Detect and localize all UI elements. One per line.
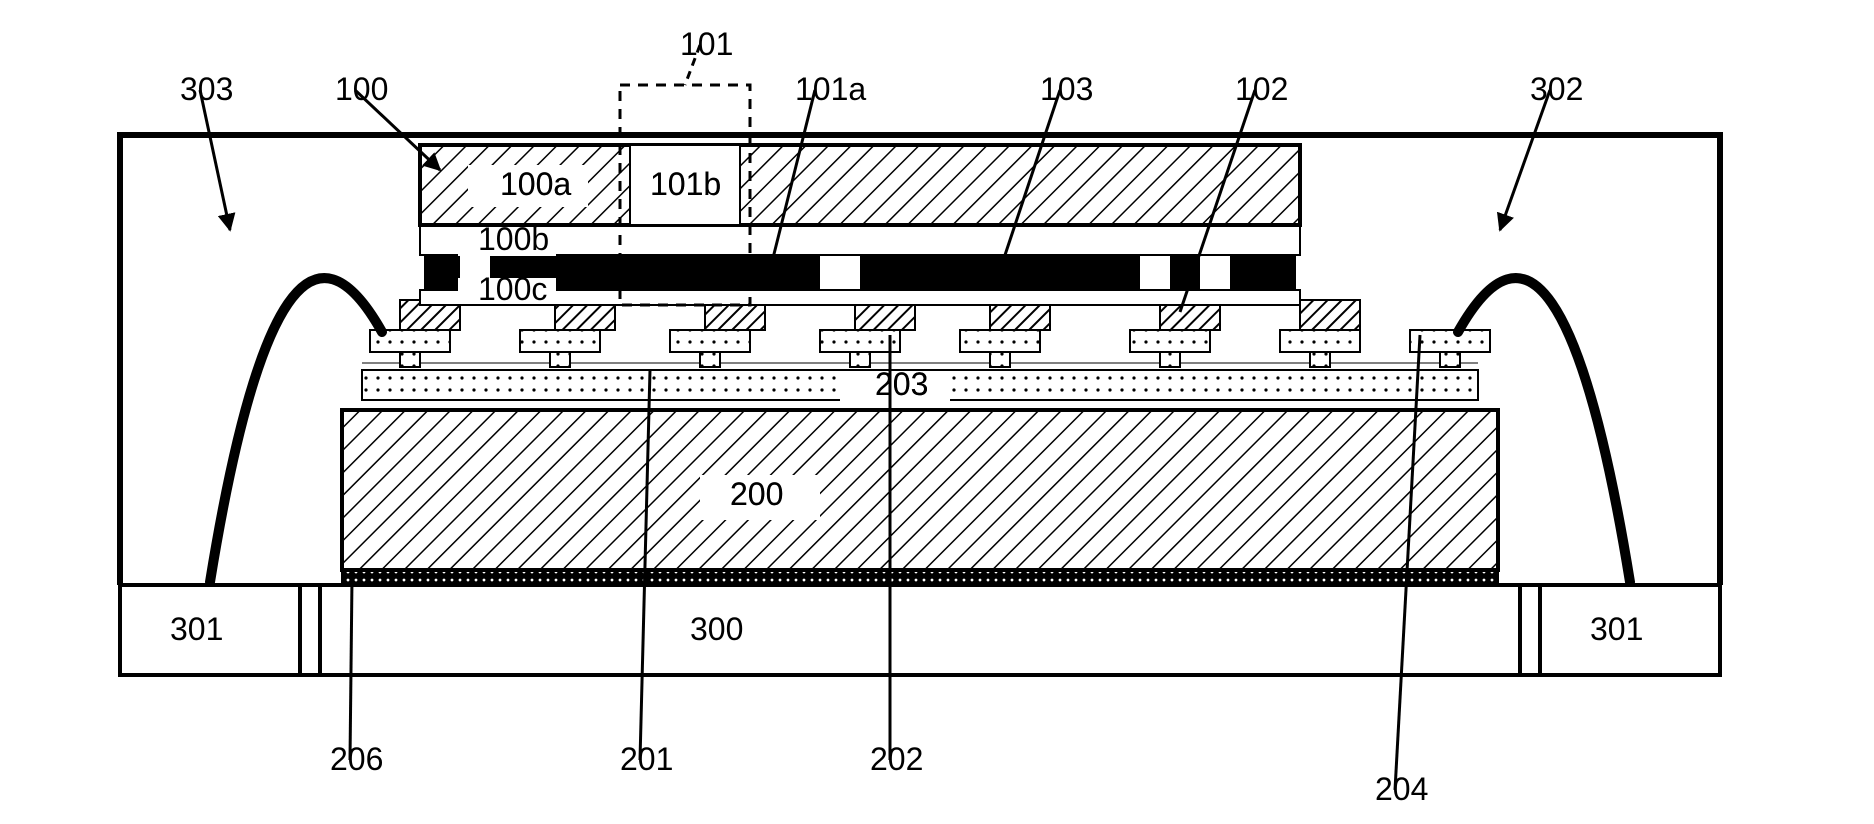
ref-label: 300 (690, 611, 743, 647)
asic-pad (520, 330, 600, 352)
asic-pad (670, 330, 750, 352)
asic-via (700, 352, 720, 367)
leadframe-gap_left (300, 585, 320, 675)
asic-via (850, 352, 870, 367)
asic-pad (1280, 330, 1360, 352)
ref-label: 206 (330, 741, 383, 777)
mems-proof-mass (1170, 255, 1200, 290)
asic-via (1440, 352, 1460, 367)
asic-via (550, 352, 570, 367)
leadframe-gap_right (1520, 585, 1540, 675)
ref-label: 303 (180, 71, 233, 107)
ref-label: 100 (335, 71, 388, 107)
ref-label: 101b (650, 166, 721, 202)
ref-label: 301 (1590, 611, 1643, 647)
asic-pad (1130, 330, 1210, 352)
ref-label: 103 (1040, 71, 1093, 107)
asic-pad (960, 330, 1040, 352)
asic-pad (1410, 330, 1490, 352)
ref-label: 204 (1375, 771, 1428, 807)
asic-via (400, 352, 420, 367)
ref-label: 100b (478, 221, 549, 257)
ref-label: 202 (870, 741, 923, 777)
ref-label: 203 (875, 366, 928, 402)
asic-via (1160, 352, 1180, 367)
asic-via (1310, 352, 1330, 367)
ref-label: 101 (680, 26, 733, 62)
leader-line (1500, 90, 1550, 230)
die-attach (342, 570, 1498, 586)
mems-proof-mass (1230, 255, 1290, 290)
flipchip-bump (1300, 300, 1360, 330)
asic-substrate (342, 410, 1498, 570)
ref-label: 201 (620, 741, 673, 777)
leadframe-center (320, 585, 1520, 675)
ref-label: 100c (478, 271, 547, 307)
mems-proof-mass (430, 255, 460, 290)
ref-label: 301 (170, 611, 223, 647)
ref-label: 101a (795, 71, 866, 107)
mems-proof-mass (860, 255, 1140, 290)
asic-via (990, 352, 1010, 367)
ref-label: 200 (730, 476, 783, 512)
leader-line (350, 578, 352, 760)
ref-label: 302 (1530, 71, 1583, 107)
asic-pad (820, 330, 900, 352)
ref-label: 100a (500, 166, 571, 202)
ref-label: 102 (1235, 71, 1288, 107)
leader-line (200, 90, 230, 230)
